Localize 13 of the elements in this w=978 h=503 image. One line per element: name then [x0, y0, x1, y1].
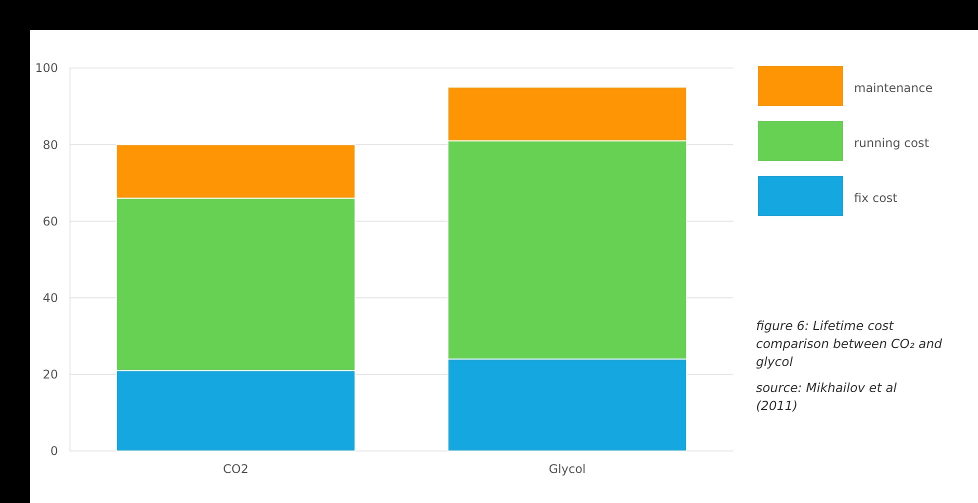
caption: figure 6: Lifetime cost comparison between CO₂ and glycol	[756, 318, 942, 369]
x-tick-label: Glycol	[548, 462, 586, 476]
y-tick-label: 20	[42, 368, 58, 382]
y-tick-label: 0	[50, 444, 58, 458]
text: running cost	[854, 136, 930, 150]
y-tick-label: 80	[42, 138, 58, 152]
y-tick-label: 100	[35, 61, 58, 76]
y-tick-label: 40	[42, 291, 58, 305]
text: maintenance	[854, 81, 933, 95]
y-tick-label: 60	[42, 214, 58, 228]
x-tick-label: CO2	[223, 462, 248, 476]
source-note: source: Mikhailov et al (2011)	[756, 380, 898, 413]
text: fix cost	[854, 191, 898, 205]
